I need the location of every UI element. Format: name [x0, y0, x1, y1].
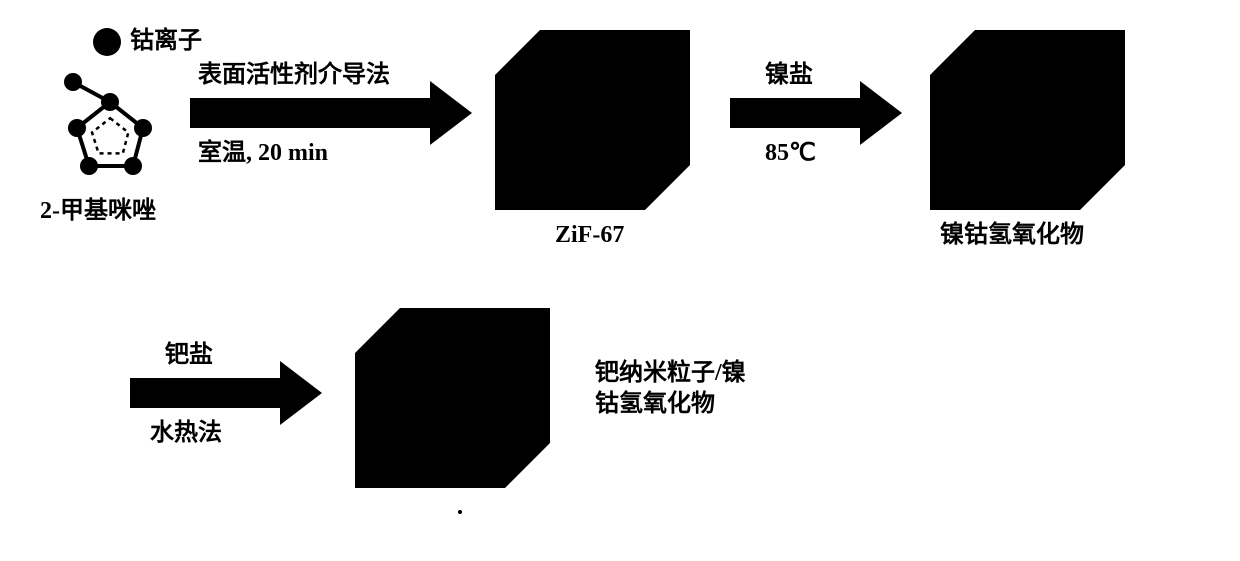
arrow2-bottom-label: 85℃ — [765, 140, 816, 168]
methylimidazole-molecule — [55, 60, 165, 180]
arrow3-top-label: 钯盐 — [165, 342, 213, 370]
arrow3-bottom-label: 水热法 — [150, 420, 222, 448]
zif67-polyhedron — [495, 30, 690, 210]
arrow1-bottom-label: 室温, 20 min — [198, 140, 328, 168]
pd-nicoh-polyhedron — [355, 308, 550, 488]
pd-nicoh-label: 钯纳米粒子/镍 钴氢氧化物 — [595, 358, 746, 420]
cobalt-ion-circle — [93, 28, 121, 56]
arrow-step3 — [130, 361, 322, 425]
nicoh-label: 镍钴氢氧化物 — [940, 222, 1084, 250]
arrow-step2 — [730, 81, 902, 145]
cobalt-ion-label: 钴离子 — [130, 28, 202, 56]
methylimidazole-label: 2-甲基咪唑 — [40, 198, 156, 226]
arrow-step1 — [190, 81, 472, 145]
footer-dot — [458, 510, 462, 514]
arrow2-top-label: 镍盐 — [765, 62, 813, 90]
arrow1-top-label: 表面活性剂介导法 — [198, 62, 390, 90]
zif67-label: ZiF-67 — [555, 222, 624, 250]
nicoh-polyhedron — [930, 30, 1125, 210]
